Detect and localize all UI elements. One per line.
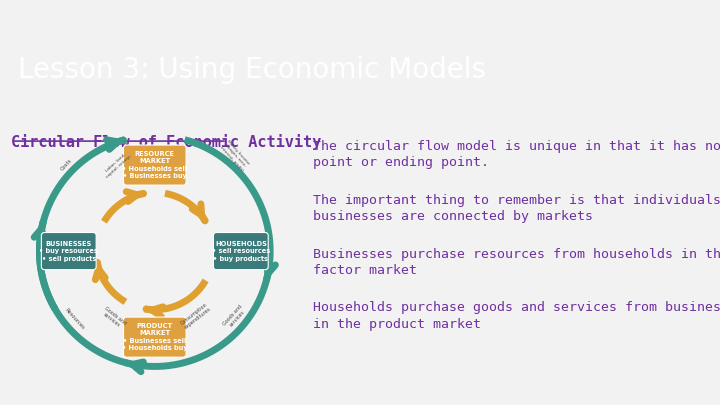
FancyBboxPatch shape (42, 232, 96, 270)
Text: Goods and
services: Goods and services (100, 306, 127, 330)
Text: BUSINESSES
• buy resources
• sell products: BUSINESSES • buy resources • sell produc… (40, 241, 98, 262)
Text: Circular Flow of Economic Activity: Circular Flow of Economic Activity (11, 134, 321, 150)
FancyBboxPatch shape (124, 317, 186, 357)
FancyBboxPatch shape (213, 232, 269, 270)
Text: Goods and
services: Goods and services (222, 304, 248, 330)
Text: Money Income
(wages, rent,
interest, profit): Money Income (wages, rent, interest, pro… (219, 139, 251, 172)
Text: Labor, land,
capital, entrep.: Labor, land, capital, entrep. (102, 150, 132, 179)
Text: RESOURCE
MARKET
• Households sell
• Businesses buy: RESOURCE MARKET • Households sell • Busi… (122, 151, 187, 179)
Text: The important thing to remember is that individuals and
businesses are connected: The important thing to remember is that … (313, 194, 720, 223)
Text: Businesses purchase resources from households in the
factor market: Businesses purchase resources from house… (313, 247, 720, 277)
Text: The circular flow model is unique in that it has no starting
point or ending poi: The circular flow model is unique in tha… (313, 140, 720, 169)
Text: Costs: Costs (60, 158, 73, 172)
Text: PRODUCT
MARKET
• Businesses sell
• Households buy: PRODUCT MARKET • Businesses sell • House… (122, 323, 188, 352)
Text: Resources: Resources (64, 307, 86, 330)
Text: Consumption
expenditures: Consumption expenditures (180, 302, 212, 330)
Text: Households purchase goods and services from businesses
in the product market: Households purchase goods and services f… (313, 301, 720, 331)
Text: HOUSEHOLDS
• sell resources
• buy products: HOUSEHOLDS • sell resources • buy produc… (212, 241, 270, 262)
Text: Lesson 3: Using Economic Models: Lesson 3: Using Economic Models (18, 56, 486, 84)
FancyBboxPatch shape (124, 145, 186, 185)
